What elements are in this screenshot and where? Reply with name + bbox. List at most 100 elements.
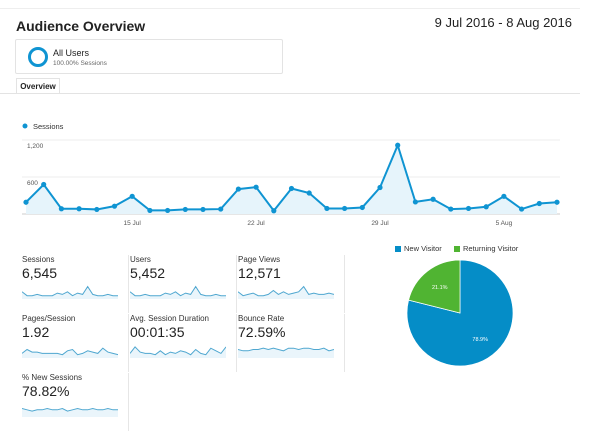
metric-value: 00:01:35 — [130, 324, 185, 340]
x-tick-label: 5 Aug — [496, 220, 513, 227]
sessions-line-chart: Sessions 600 1,200 15 Jul 22 Jul 29 Jul 5 Aug — [22, 122, 560, 227]
legend-swatch — [454, 245, 460, 252]
metric-avg-session-duration[interactable]: Avg. Session Duration 00:01:35 — [130, 314, 237, 372]
data-point[interactable] — [448, 206, 454, 212]
data-point[interactable] — [271, 208, 277, 214]
sparkline-fill — [22, 408, 118, 417]
metric-users[interactable]: Users 5,452 — [130, 255, 237, 313]
legend-swatch — [395, 245, 401, 252]
page-title: Audience Overview — [16, 18, 146, 34]
data-point[interactable] — [536, 200, 542, 207]
x-tick-label: 29 Jul — [371, 220, 389, 227]
pie-slice-label: 21.1% — [432, 285, 448, 291]
data-point[interactable] — [111, 203, 118, 209]
data-point[interactable] — [129, 193, 135, 199]
metric-sessions[interactable]: Sessions 6,545 — [22, 255, 129, 313]
data-point[interactable] — [182, 206, 188, 213]
data-point[interactable] — [218, 206, 224, 212]
sparkline-line — [22, 285, 118, 297]
data-point[interactable] — [23, 199, 29, 205]
metric-value: 78.82% — [22, 383, 70, 399]
metric-label: Pages/Session — [22, 314, 76, 323]
data-point[interactable] — [465, 205, 472, 212]
segment-card[interactable]: All Users 100.00% Sessions — [15, 39, 283, 74]
y-tick-label: 1,200 — [27, 143, 44, 150]
data-point[interactable] — [58, 206, 64, 212]
metric-label: Sessions — [22, 255, 55, 264]
legend-sessions: Sessions — [33, 122, 64, 131]
sparkline-line — [22, 347, 118, 356]
data-point[interactable] — [483, 204, 489, 210]
top-divider — [0, 8, 580, 9]
sparkline-line — [130, 346, 226, 356]
sparkline — [22, 347, 118, 358]
metric-label: % New Sessions — [22, 373, 83, 382]
metric-value: 1.92 — [22, 324, 50, 340]
segment-ring-icon — [28, 47, 48, 67]
sparkline — [238, 285, 334, 299]
data-point[interactable] — [412, 199, 418, 205]
sparkline — [238, 347, 334, 358]
data-point[interactable] — [306, 190, 312, 196]
legend-label: New Visitor — [404, 244, 442, 253]
sparkline-line — [22, 407, 118, 412]
sparkline-line — [238, 285, 334, 297]
data-point[interactable] — [165, 207, 171, 214]
metric-value: 72.59% — [238, 324, 286, 340]
visitor-pie-chart: 78.9% 21.1% — [406, 259, 514, 367]
metric-value: 12,571 — [238, 265, 281, 281]
metric-page-views[interactable]: Page Views 12,571 — [238, 255, 345, 313]
metric-label: Users — [130, 255, 151, 264]
data-point[interactable] — [554, 199, 560, 205]
data-point[interactable] — [94, 206, 100, 213]
metric-value: 6,545 — [22, 265, 58, 281]
metric-label: Page Views — [238, 255, 281, 264]
tab-divider — [0, 93, 580, 94]
sparkline-line — [130, 285, 226, 297]
segment-name: All Users — [53, 48, 90, 58]
metric-pages-session[interactable]: Pages/Session 1.92 — [22, 314, 129, 372]
y-tick-label: 600 — [27, 180, 38, 187]
data-point[interactable] — [501, 193, 507, 199]
pie-slice-label: 78.9% — [472, 337, 488, 343]
data-point[interactable] — [395, 142, 401, 148]
sparkline-fill — [130, 286, 226, 299]
sparkline — [22, 407, 118, 417]
data-point[interactable] — [359, 204, 365, 211]
segment-subtitle: 100.00% Sessions — [53, 60, 107, 67]
sparkline — [130, 346, 226, 358]
data-point[interactable] — [147, 207, 153, 214]
data-point[interactable] — [324, 205, 330, 212]
metric-bounce-rate[interactable]: Bounce Rate 72.59% — [238, 314, 345, 372]
sparkline-fill — [22, 286, 118, 299]
data-point[interactable] — [235, 186, 241, 192]
data-point[interactable] — [430, 196, 436, 202]
pie-slice[interactable] — [408, 259, 461, 314]
sparkline — [22, 285, 118, 299]
data-point[interactable] — [200, 206, 206, 213]
sparkline-fill — [22, 348, 118, 358]
data-point[interactable] — [519, 206, 525, 212]
data-point[interactable] — [41, 181, 47, 188]
tab-overview[interactable]: Overview — [16, 78, 60, 94]
legend-dot — [22, 123, 28, 129]
data-point[interactable] — [76, 206, 82, 212]
sparkline-fill — [238, 348, 334, 358]
legend-label: Returning Visitor — [463, 244, 519, 253]
x-tick-label: 22 Jul — [247, 220, 265, 227]
metric--new-sessions[interactable]: % New Sessions 78.82% — [22, 373, 129, 431]
data-point[interactable] — [342, 205, 348, 212]
legend-new-visitor[interactable]: New Visitor — [395, 244, 442, 253]
legend-returning-visitor[interactable]: Returning Visitor — [454, 244, 518, 253]
data-point[interactable] — [253, 184, 259, 190]
data-point[interactable] — [288, 185, 295, 192]
metric-label: Avg. Session Duration — [130, 314, 210, 323]
sparkline-line — [238, 347, 334, 352]
metric-value: 5,452 — [130, 265, 166, 281]
area-fill — [26, 145, 557, 214]
x-tick-label: 15 Jul — [124, 220, 142, 227]
metric-label: Bounce Rate — [238, 314, 285, 323]
sparkline — [130, 285, 226, 299]
data-point[interactable] — [377, 184, 383, 191]
date-range-selector[interactable]: 9 Jul 2016 - 8 Aug 2016 — [434, 15, 572, 30]
